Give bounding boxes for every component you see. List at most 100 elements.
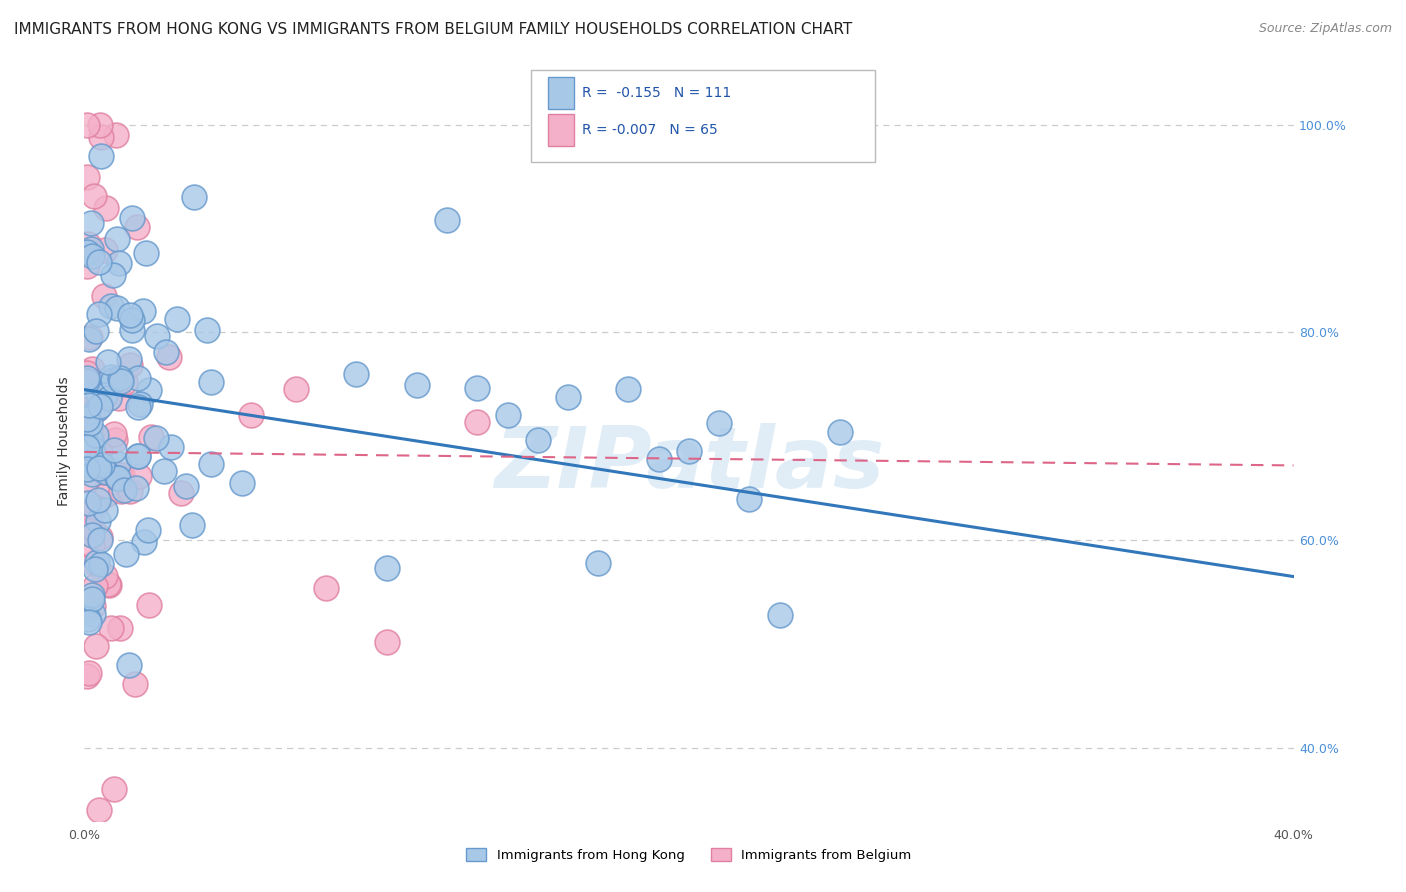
Point	[80, 404, 103, 418]
Point	[170, 486, 193, 500]
Point	[100, 369, 122, 384]
Legend: Immigrants from Hong Kong, Immigrants from Belgium: Immigrants from Hong Kong, Immigrants fr…	[461, 842, 917, 867]
Point	[769, 607, 792, 622]
Point	[200, 375, 222, 389]
Point	[89, 445, 111, 459]
Point	[76, 440, 98, 454]
Point	[93, 289, 115, 303]
Point	[91, 458, 114, 473]
Point	[77, 506, 100, 520]
Point	[76, 409, 98, 424]
Point	[118, 352, 141, 367]
Point	[138, 598, 160, 612]
Point	[118, 308, 141, 322]
Point	[76, 412, 98, 426]
Text: IMMIGRANTS FROM HONG KONG VS IMMIGRANTS FROM BELGIUM FAMILY HOUSEHOLDS CORRELATI: IMMIGRANTS FROM HONG KONG VS IMMIGRANTS …	[14, 22, 852, 37]
Point	[157, 350, 180, 364]
Point	[114, 375, 136, 389]
Point	[79, 432, 101, 446]
Point	[90, 458, 112, 472]
Point	[76, 401, 98, 416]
Point	[100, 621, 122, 635]
Point	[94, 388, 117, 402]
Point	[174, 479, 197, 493]
Point	[166, 311, 188, 326]
Point	[108, 391, 131, 405]
Point	[76, 457, 98, 471]
Point	[678, 444, 700, 458]
Point	[76, 462, 98, 476]
Point	[104, 433, 127, 447]
Point	[79, 243, 101, 257]
Point	[181, 518, 204, 533]
Point	[138, 524, 160, 538]
Point	[127, 450, 149, 464]
Point	[89, 118, 111, 132]
Point	[375, 634, 398, 648]
Point	[82, 528, 104, 542]
Point	[79, 416, 101, 430]
Point	[80, 591, 103, 606]
Point	[94, 201, 117, 215]
Point	[527, 433, 550, 447]
Point	[76, 119, 98, 133]
Point	[110, 470, 132, 484]
Point	[93, 569, 115, 583]
Point	[76, 259, 98, 273]
Point	[77, 332, 100, 346]
Point	[90, 557, 112, 571]
Point	[83, 579, 105, 593]
Point	[315, 582, 337, 596]
Point	[77, 519, 100, 533]
Point	[239, 408, 262, 422]
Point	[375, 560, 398, 574]
Point	[146, 329, 169, 343]
Point	[118, 483, 141, 498]
Point	[406, 377, 429, 392]
Text: R = -0.007   N = 65: R = -0.007 N = 65	[582, 123, 718, 137]
Point	[76, 244, 98, 259]
Point	[97, 577, 120, 591]
Point	[105, 471, 128, 485]
Point	[183, 190, 205, 204]
Point	[139, 430, 162, 444]
Point	[76, 439, 98, 453]
Y-axis label: Family Households: Family Households	[58, 376, 72, 507]
Point	[127, 449, 149, 463]
Point	[76, 669, 98, 683]
Point	[127, 371, 149, 385]
Point	[709, 417, 731, 431]
Point	[124, 677, 146, 691]
Point	[87, 255, 110, 269]
Point	[96, 465, 118, 479]
Point	[76, 473, 98, 487]
Point	[76, 366, 98, 380]
Point	[97, 578, 120, 592]
Point	[80, 588, 103, 602]
Point	[738, 491, 761, 506]
Point	[496, 408, 519, 422]
Point	[152, 464, 174, 478]
Text: ZIPatlas: ZIPatlas	[494, 423, 884, 506]
Point	[86, 401, 108, 416]
Point	[96, 487, 118, 501]
Point	[84, 562, 107, 576]
Point	[82, 599, 104, 614]
Point	[145, 431, 167, 445]
Point	[108, 621, 131, 635]
Point	[76, 496, 98, 510]
Point	[77, 666, 100, 681]
Point	[104, 128, 127, 143]
Point	[100, 376, 122, 390]
Point	[84, 500, 107, 514]
Point	[121, 323, 143, 337]
Point	[90, 130, 112, 145]
Point	[79, 330, 101, 344]
Point	[100, 299, 122, 313]
Point	[82, 249, 104, 263]
Point	[107, 471, 129, 485]
Point	[77, 526, 100, 541]
Point	[118, 358, 141, 372]
Point	[467, 416, 489, 430]
Point	[86, 401, 108, 416]
